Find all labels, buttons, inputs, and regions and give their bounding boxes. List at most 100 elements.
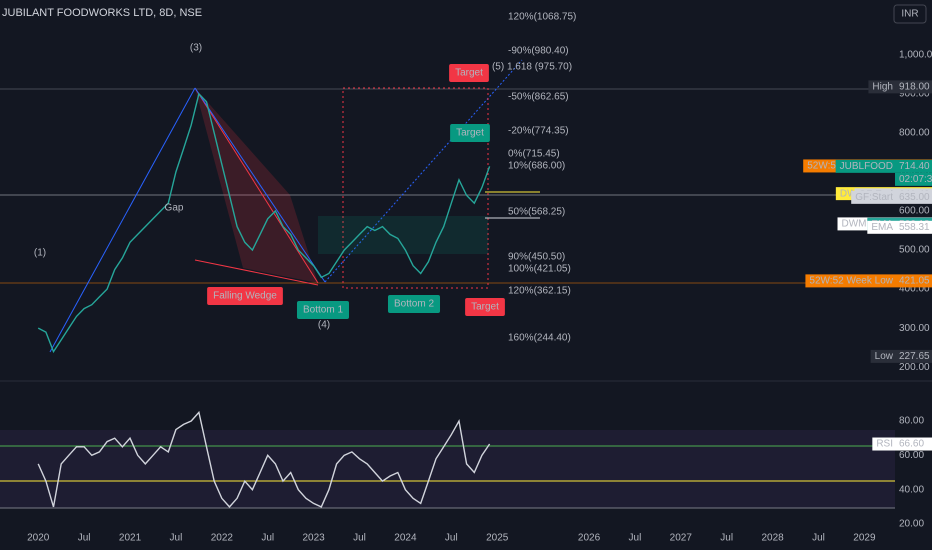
price-tag-countdown: 02:07:34 [899, 174, 932, 185]
wedge-line [194, 87, 319, 284]
x-tick-label: 2027 [670, 533, 693, 544]
wave-projection [324, 59, 523, 283]
price-tag-value [895, 220, 932, 234]
fib-level-label: 120%(362.15) [508, 286, 571, 297]
price-tag-name: 52W:52 Week Low [809, 276, 893, 287]
y-tick-label: 1,000.00 [899, 49, 932, 60]
fib-level-label: 90%(450.50) [508, 252, 565, 263]
wave-line [49, 87, 196, 353]
y-tick-label: 80.00 [899, 416, 924, 427]
price-tag-name-box [868, 80, 895, 94]
price-tag-value [895, 437, 932, 451]
chart-title: JUBILANT FOODWORKS LTD, 8D, NSE [2, 7, 202, 19]
fib-level-label: 100%(421.05) [508, 264, 571, 275]
x-tick-label: 2025 [486, 533, 509, 544]
price-tag-name-box [805, 274, 895, 288]
x-tick-label: 2026 [578, 533, 601, 544]
price-tag-name: Low [875, 351, 894, 362]
annotation: Bottom 2 [394, 299, 434, 310]
x-tick-label: Jul [78, 533, 91, 544]
x-tick-label: Jul [720, 533, 733, 544]
price-tag-name: EMA [871, 222, 893, 233]
price-tag-name: High [872, 82, 893, 93]
price-tag-name-box [867, 220, 895, 234]
annotation-box [387, 295, 441, 313]
x-tick-label: Jul [170, 533, 183, 544]
x-tick-label: 2024 [394, 533, 417, 544]
annotation: Target [471, 302, 499, 313]
price-tag-name: RSI [876, 439, 893, 450]
price-tag-value-label: 227.65 [899, 351, 930, 362]
annotation-box [296, 301, 350, 319]
price-tag-value [895, 274, 932, 288]
annotation-box [450, 124, 490, 142]
x-tick-label: 2029 [853, 533, 876, 544]
wedge-line [194, 259, 319, 286]
x-tick-label: 2020 [27, 533, 50, 544]
y-tick-label: 500.00 [899, 245, 930, 256]
annotation-box [465, 298, 505, 316]
currency-button[interactable] [893, 4, 927, 24]
series-line [37, 410, 491, 508]
wave-line [194, 87, 326, 283]
fib-level-label: 50%(568.25) [508, 207, 565, 218]
fib-level-label: 0%(715.45) [508, 149, 560, 160]
annotation: (1) [34, 248, 46, 259]
price-tag-value-label: 714.40 [899, 161, 930, 172]
y-tick-label: 900.00 [899, 89, 930, 100]
fib-level-label: -20%(774.35) [508, 126, 569, 137]
x-tick-label: 2028 [761, 533, 784, 544]
annotation: Bottom 1 [303, 305, 343, 316]
x-tick-label: Jul [812, 533, 825, 544]
annotation: (4) [318, 320, 330, 331]
annotation: Gap [165, 203, 184, 214]
annotation-box [449, 64, 489, 82]
series-line [37, 92, 491, 354]
price-tag-name-box [870, 349, 895, 363]
x-tick-label: 2022 [211, 533, 234, 544]
annotation: Target [456, 128, 484, 139]
target-box [342, 87, 489, 289]
bottom-zone [318, 216, 488, 254]
price-tag-name-box [872, 437, 895, 451]
x-tick-label: Jul [261, 533, 274, 544]
price-tag-name: JUBLFOOD [840, 161, 893, 172]
y-tick-label: 600.00 [899, 206, 930, 217]
y-tick-label: 20.00 [899, 519, 924, 530]
price-tag-name-box [851, 190, 895, 204]
annotation: (3) [190, 43, 202, 54]
price-tag-value-label: 66.60 [899, 439, 924, 450]
annotation: Falling Wedge [213, 291, 277, 302]
price-tag-value [895, 349, 932, 363]
y-tick-label: 200.00 [899, 362, 930, 373]
fib-level-label: 120%(1068.75) [508, 12, 576, 23]
price-tag-value-label: 918.00 [899, 82, 930, 93]
y-tick-label: 400.00 [899, 284, 930, 295]
price-tag-value-label: 635.00 [899, 192, 930, 203]
price-tag-value-label: 421.05 [899, 276, 930, 287]
fib-level-label: 160%(244.40) [508, 333, 571, 344]
y-tick-label: 40.00 [899, 484, 924, 495]
y-tick-label: 60.00 [899, 450, 924, 461]
fib-level-label: -90%(980.40) [508, 46, 569, 57]
annotation-box [207, 287, 283, 305]
price-tag-name-box [835, 159, 895, 173]
fib-level-label: 10%(686.00) [508, 161, 565, 172]
currency-label[interactable]: INR [901, 9, 918, 20]
fib-level-label: -50%(862.65) [508, 92, 569, 103]
x-tick-label: Jul [353, 533, 366, 544]
price-tag-value [895, 80, 932, 94]
y-tick-label: 800.00 [899, 128, 930, 139]
y-tick-label: 300.00 [899, 323, 930, 334]
x-tick-label: Jul [445, 533, 458, 544]
price-tag-countdown-box [895, 172, 932, 186]
price-tag-value [895, 190, 932, 204]
price-tag-value [895, 159, 932, 173]
price-tag-name: GF:Start [855, 192, 893, 203]
x-tick-label: Jul [629, 533, 642, 544]
annotation: (5) 1.618 (975.70) [492, 62, 572, 73]
price-tag-value-label: 558.31 [899, 222, 930, 233]
x-tick-label: 2023 [303, 533, 326, 544]
rsi-band [0, 430, 895, 508]
